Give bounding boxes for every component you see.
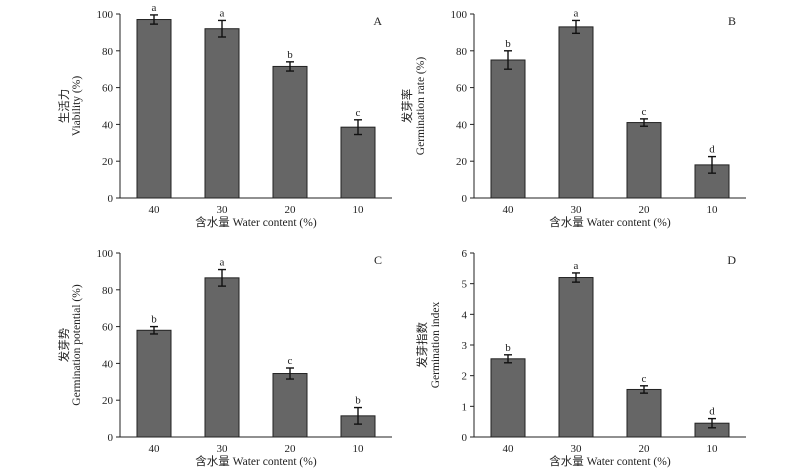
panel-d-x-tick-label: 30 (571, 443, 583, 455)
panel-c-significance-label: b (355, 395, 361, 407)
panel-d-y-tick-label: 5 (462, 279, 468, 291)
panel-b-y-tick-label: 0 (462, 193, 468, 205)
panel-a-y-axis-title-en: Viability (%) (71, 76, 83, 136)
panel-a-x-tick-label: 40 (149, 204, 161, 216)
panel-a-y-tick-label: 60 (102, 83, 114, 95)
panel-b-y-axis-title-cn: 发芽率 (400, 89, 414, 124)
panel-c-y-axis-title-cn: 发芽势 (57, 327, 71, 362)
panel-c-y-axis-title-en: Germination potential (%) (71, 284, 83, 406)
panel-b-significance-label: d (709, 144, 715, 156)
panel-d-y-tick-label: 2 (462, 371, 468, 383)
panel-c-y-tick-label: 100 (97, 248, 114, 260)
panel-d-y-tick-label: 0 (462, 432, 468, 444)
panel-d-y-axis-title-cn: 发芽指数 (415, 322, 429, 368)
panel-b-significance-label: a (574, 7, 579, 19)
panel-c-bar-20 (272, 373, 308, 438)
panel-c-significance-label: a (220, 257, 225, 269)
panel-b-y-tick-label: 40 (456, 119, 468, 131)
panel-b-x-axis-title: 含水量 Water content (%) (549, 215, 671, 229)
panel-a-significance-label: a (152, 2, 157, 14)
panel-c-bar-40 (136, 329, 172, 438)
panel-c-y-tick-label: 0 (108, 432, 114, 444)
panel-a-x-tick-label: 30 (217, 204, 229, 216)
panel-b-significance-label: c (642, 106, 647, 118)
panel-c-x-axis-title: 含水量 Water content (%) (195, 454, 317, 468)
panel-c-letter: C (374, 253, 382, 267)
panel-c-y-tick-label: 80 (102, 285, 114, 297)
panel-b-bar-40 (490, 59, 526, 199)
panel-a-y-tick-label: 80 (102, 46, 114, 58)
panel-c-y-tick-label: 20 (102, 395, 114, 407)
panel-a-bar-40 (136, 19, 172, 199)
panel-d-bar-30 (558, 277, 594, 438)
panel-a-y-axis-title-cn: 生活力 (57, 89, 71, 124)
panel-d-bar-20 (626, 388, 662, 438)
panel-b-y-tick-label: 20 (456, 156, 468, 168)
panel-d-x-axis-title: 含水量 Water content (%) (549, 454, 671, 468)
panel-a-bar-10 (340, 126, 376, 199)
panel-a-significance-label: a (220, 7, 225, 19)
panel-b: 0 20 40 60 80 100 b 40 a 30 c 20 d 10 B 含水量 Water conte… (400, 7, 746, 229)
panel-d-significance-label: b (505, 342, 511, 354)
panel-a-significance-label: b (287, 49, 293, 61)
panel-a-x-axis-title: 含水量 Water content (%) (195, 215, 317, 229)
panel-d-x-tick-label: 10 (707, 443, 719, 455)
panel-d-x-tick-label: 20 (639, 443, 651, 455)
panel-a-x-tick-label: 20 (285, 204, 297, 216)
panel-b-x-tick-label: 30 (571, 204, 583, 216)
panel-d-x-tick-label: 40 (503, 443, 515, 455)
panel-c-x-tick-label: 40 (149, 443, 161, 455)
panel-a-bar-20 (272, 65, 308, 199)
panel-d-y-tick-label: 4 (462, 309, 468, 321)
panel-a-bar-30 (204, 28, 240, 199)
panel-c-x-tick-label: 20 (285, 443, 297, 455)
panel-b-x-tick-label: 10 (707, 204, 719, 216)
panel-c-significance-label: c (288, 355, 293, 367)
panel-b-bar-30 (558, 26, 594, 199)
panel-c-bar-30 (204, 277, 240, 438)
panel-d-y-tick-label: 1 (462, 401, 468, 413)
panel-c-x-tick-label: 10 (353, 443, 365, 455)
panel-b-y-axis-title-en: Germination rate (%) (415, 57, 427, 156)
panel-b-letter: B (728, 14, 736, 28)
panel-d-significance-label: d (709, 406, 715, 418)
panel-b-x-tick-label: 20 (639, 204, 651, 216)
panel-c-x-tick-label: 30 (217, 443, 229, 455)
panel-b-y-tick-label: 80 (456, 46, 468, 58)
panel-d-significance-label: a (574, 260, 579, 272)
panel-c-y-tick-label: 60 (102, 322, 114, 334)
panel-a: 0 20 40 60 80 100 a 40 a 30 b 20 c 10 A 含水量 Water conte… (57, 2, 392, 229)
panel-a-y-tick-label: 100 (97, 9, 114, 21)
panel-d-y-axis-title-en: Germination index (430, 301, 442, 388)
panel-a-y-tick-label: 0 (108, 193, 114, 205)
panel-b-bar-20 (626, 122, 662, 199)
panel-d: 0 1 2 3 4 5 6 b 40 a 30 c 20 d 10 D 含水量 Water content (%… (415, 248, 746, 468)
panel-d-letter: D (727, 253, 736, 267)
panel-b-y-tick-label: 100 (451, 9, 468, 21)
panel-a-x-tick-label: 10 (353, 204, 365, 216)
panel-c-significance-label: b (151, 314, 157, 326)
panel-d-significance-label: c (642, 373, 647, 385)
panel-a-letter: A (373, 14, 382, 28)
panel-b-x-tick-label: 40 (503, 204, 515, 216)
panel-c: 0 20 40 60 80 100 b 40 a 30 c 20 b 10 C 含水量 Water conte… (57, 248, 392, 468)
panel-d-bar-40 (490, 358, 526, 438)
panel-c-y-tick-label: 40 (102, 358, 114, 370)
panel-d-y-tick-label: 6 (462, 248, 468, 260)
panel-b-y-tick-label: 60 (456, 83, 468, 95)
panel-a-y-tick-label: 40 (102, 119, 114, 131)
panel-b-significance-label: b (505, 38, 511, 50)
panel-a-y-tick-label: 20 (102, 156, 114, 168)
panel-d-y-tick-label: 3 (462, 340, 468, 352)
panel-a-significance-label: c (356, 107, 361, 119)
